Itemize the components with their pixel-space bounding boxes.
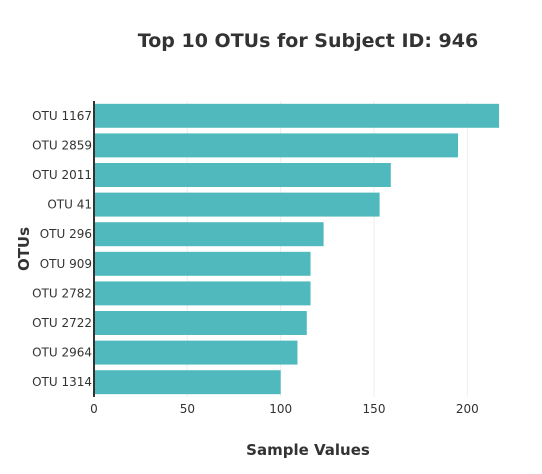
bar xyxy=(94,311,307,335)
bar xyxy=(94,192,380,217)
y-axis-title: OTUs xyxy=(15,227,33,271)
x-tick-label: 200 xyxy=(456,402,479,416)
x-tick-label: 0 xyxy=(90,402,98,416)
x-tick-labels: 0 50 100 150 200 xyxy=(90,402,479,416)
bar xyxy=(94,222,324,247)
x-axis-title: Sample Values xyxy=(246,441,370,459)
x-tick-label: 150 xyxy=(363,402,386,416)
x-tick-label: 50 xyxy=(180,402,195,416)
bar xyxy=(94,340,298,365)
y-tick-label: OTU 1314 xyxy=(32,375,92,389)
y-tick-label: OTU 1167 xyxy=(32,109,92,123)
y-tick-label: OTU 41 xyxy=(47,198,92,212)
bar xyxy=(94,133,458,158)
bar xyxy=(94,281,311,306)
bar xyxy=(94,370,281,395)
bar xyxy=(94,251,311,276)
y-tick-labels: OTU 1167 OTU 2859 OTU 2011 OTU 41 OTU 296 OTU… xyxy=(32,109,92,389)
y-tick-label: OTU 2964 xyxy=(32,346,92,360)
bars xyxy=(94,103,500,395)
y-tick-label: OTU 2859 xyxy=(32,138,92,152)
chart-title: Top 10 OTUs for Subject ID: 946 xyxy=(138,30,478,52)
y-tick-label: OTU 2782 xyxy=(32,286,92,300)
y-tick-label: OTU 2722 xyxy=(32,316,92,330)
x-tick-label: 100 xyxy=(269,402,292,416)
bar xyxy=(94,163,391,187)
y-tick-label: OTU 296 xyxy=(40,227,92,241)
bar xyxy=(94,103,500,128)
y-tick-label: OTU 909 xyxy=(40,257,92,271)
y-tick-label: OTU 2011 xyxy=(32,168,92,182)
